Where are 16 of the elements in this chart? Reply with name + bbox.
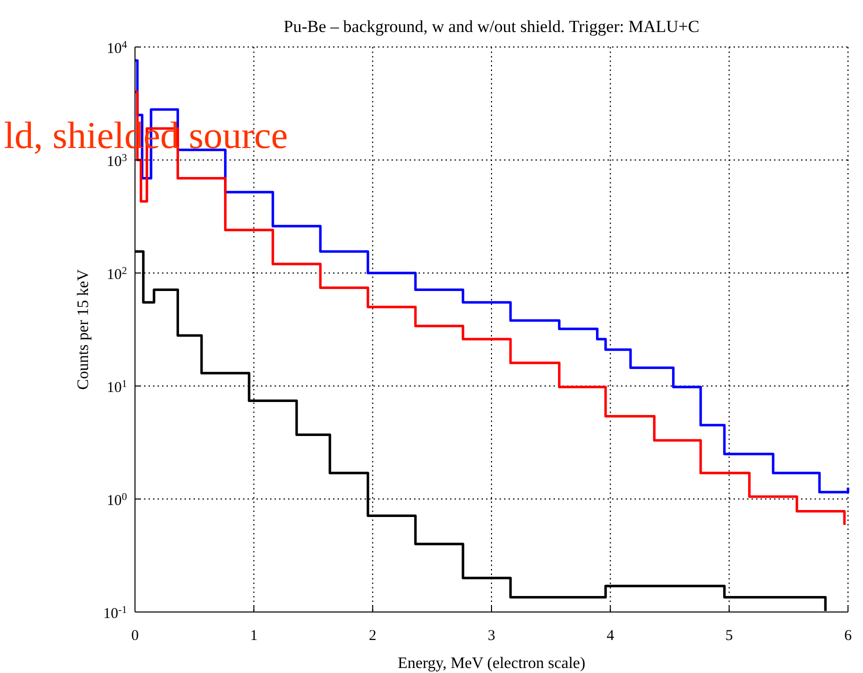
x-tick-label: 3 bbox=[488, 628, 496, 644]
x-axis-title: Energy, MeV (electron scale) bbox=[398, 655, 586, 672]
y-tick-label: 10$^{3}$ bbox=[106, 152, 127, 170]
x-tick-label: 6 bbox=[844, 628, 852, 644]
x-tick-label: 1 bbox=[250, 628, 258, 644]
x-tick-label: 2 bbox=[368, 628, 376, 644]
x-tick-label: 4 bbox=[606, 628, 615, 644]
x-tick-label: 0 bbox=[131, 628, 139, 644]
y-tick-label: 10$^{4}$ bbox=[106, 40, 128, 57]
chart-title: Pu-Be – background, w and w/out shield. Trigger: MALU+C bbox=[284, 17, 700, 36]
y-tick-label: 10$^{1}$ bbox=[106, 378, 127, 396]
y-tick-label: 10$^{-1}$ bbox=[103, 604, 127, 622]
y-axis-title: Counts per 15 keV bbox=[75, 268, 92, 390]
y-tick-label: 10$^{2}$ bbox=[106, 266, 127, 283]
x-tick-label: 5 bbox=[725, 628, 733, 644]
y-tick-label: 10$^{0}$ bbox=[106, 492, 127, 509]
